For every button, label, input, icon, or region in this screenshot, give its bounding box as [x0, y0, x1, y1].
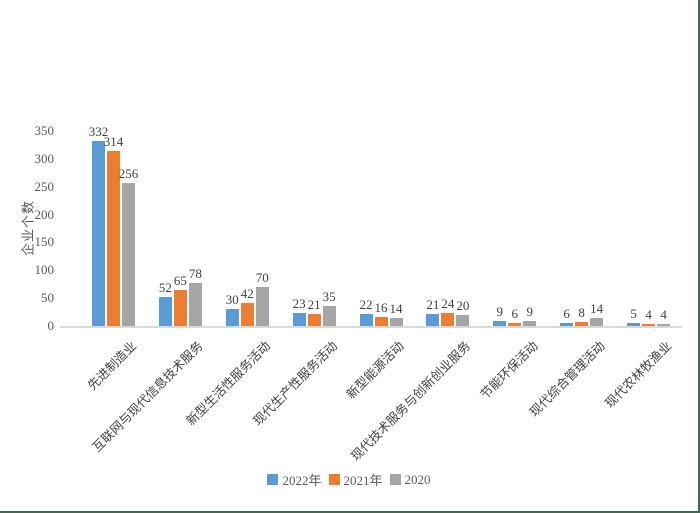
- category-label: 先进制造业: [85, 338, 140, 393]
- category-label: 新型能源活动: [343, 338, 407, 402]
- category-label: 现代农林牧渔业: [602, 338, 675, 411]
- y-axis-tick: 100: [34, 262, 55, 278]
- legend-item-2021年[interactable]: 2021年: [328, 470, 383, 489]
- data-label: 332: [88, 124, 109, 139]
- bar-2022年[interactable]: 23: [292, 296, 306, 326]
- bar-group: 6 8 14: [548, 131, 615, 326]
- bar-group: 332 314 256: [80, 124, 147, 326]
- legend-label: 2022年: [282, 473, 322, 488]
- data-label: 256: [118, 166, 139, 181]
- bar-2022年[interactable]: 5: [627, 306, 641, 326]
- legend-label: 2020: [404, 471, 431, 487]
- bar-group: 30 42 70: [214, 131, 281, 326]
- y-axis-tick: 200: [34, 206, 55, 222]
- data-label: 21: [426, 297, 440, 312]
- data-label: 22: [359, 297, 373, 312]
- bar-2022年[interactable]: 332: [89, 124, 108, 326]
- bar-2022年[interactable]: 21: [426, 297, 440, 326]
- y-axis-tick: 250: [34, 178, 55, 194]
- data-label: 30: [225, 292, 239, 307]
- bar-2021年[interactable]: 16: [374, 300, 388, 326]
- category-label: 现代技术服务与创新创业服务: [348, 338, 474, 464]
- bar-2022年[interactable]: 30: [225, 292, 239, 326]
- y-axis-tick: 50: [41, 290, 54, 306]
- bar-2020[interactable]: 14: [590, 301, 604, 326]
- legend-item-2020[interactable]: 2020: [389, 471, 431, 488]
- data-label: 9: [496, 304, 504, 319]
- bar-2022年[interactable]: 6: [560, 306, 574, 326]
- bar-2021年[interactable]: 8: [575, 305, 589, 326]
- bar-2022年[interactable]: 22: [359, 297, 373, 326]
- y-axis-tick: 300: [34, 150, 55, 166]
- data-label: 6: [563, 306, 570, 321]
- y-axis-tick: 350: [34, 123, 55, 138]
- data-label: 4: [660, 307, 667, 322]
- x-axis-line: [60, 326, 682, 328]
- bar-2021年[interactable]: 21: [307, 297, 321, 326]
- bar-group: 23 21 35: [281, 131, 348, 326]
- data-label: 52: [158, 280, 172, 295]
- bar-2020[interactable]: 256: [119, 166, 138, 326]
- legend-swatch: [328, 474, 340, 485]
- data-label: 70: [255, 270, 269, 285]
- data-label: 35: [322, 289, 336, 304]
- bar-2022年[interactable]: 52: [158, 280, 172, 326]
- data-label: 21: [307, 297, 321, 312]
- data-label: 14: [389, 301, 403, 316]
- bar-2020[interactable]: 4: [657, 307, 671, 326]
- legend: 2022年 2021年 2020: [0, 470, 698, 489]
- bar-group: 22 16 14: [348, 131, 415, 326]
- data-label: 24: [441, 296, 455, 311]
- data-label: 20: [456, 298, 470, 313]
- y-axis-tick: 150: [34, 234, 55, 250]
- legend-swatch: [389, 474, 401, 485]
- data-label: 8: [578, 305, 585, 320]
- data-label: 65: [173, 273, 187, 288]
- legend-item-2022年[interactable]: 2022年: [267, 470, 322, 489]
- data-label: 314: [103, 134, 124, 149]
- legend-label: 2021年: [343, 473, 383, 488]
- plot-area: 332 314 256 52 65 78 30 42 70 23 21 35 22 16 14 21 24 20 9…: [80, 124, 682, 326]
- bar-2021年[interactable]: 314: [104, 134, 123, 326]
- bar-2021年[interactable]: 65: [173, 273, 187, 326]
- bar-2020[interactable]: 78: [188, 266, 202, 326]
- bar-2021年[interactable]: 24: [441, 296, 455, 326]
- data-label: 9: [526, 304, 534, 319]
- bar-2021年[interactable]: 6: [508, 306, 522, 326]
- bar-2020[interactable]: 14: [389, 301, 403, 326]
- bar-2020[interactable]: 20: [456, 298, 470, 326]
- category-label: 互联网与现代信息技术服务: [90, 338, 207, 455]
- data-label: 14: [590, 301, 604, 316]
- bar-group: 52 65 78: [147, 131, 214, 326]
- bar-2021年[interactable]: 42: [240, 286, 254, 326]
- data-label: 6: [511, 306, 519, 321]
- bar-2020[interactable]: 70: [255, 270, 269, 326]
- bar-2020[interactable]: 35: [322, 289, 336, 326]
- bar-2021年[interactable]: 4: [642, 307, 656, 326]
- data-label: 78: [188, 266, 202, 281]
- data-label: 5: [630, 306, 637, 321]
- bar-2020[interactable]: 9: [523, 304, 537, 326]
- bar-group: 21 24 20: [414, 131, 481, 326]
- bar-2022年[interactable]: 9: [493, 304, 507, 326]
- data-label: 42: [240, 286, 254, 301]
- y-axis-tick: 0: [47, 318, 55, 333]
- data-label: 23: [292, 296, 306, 311]
- data-label: 16: [374, 300, 388, 315]
- legend-swatch: [267, 474, 279, 485]
- data-label: 4: [645, 307, 652, 322]
- category-label: 节能环保活动: [477, 338, 541, 402]
